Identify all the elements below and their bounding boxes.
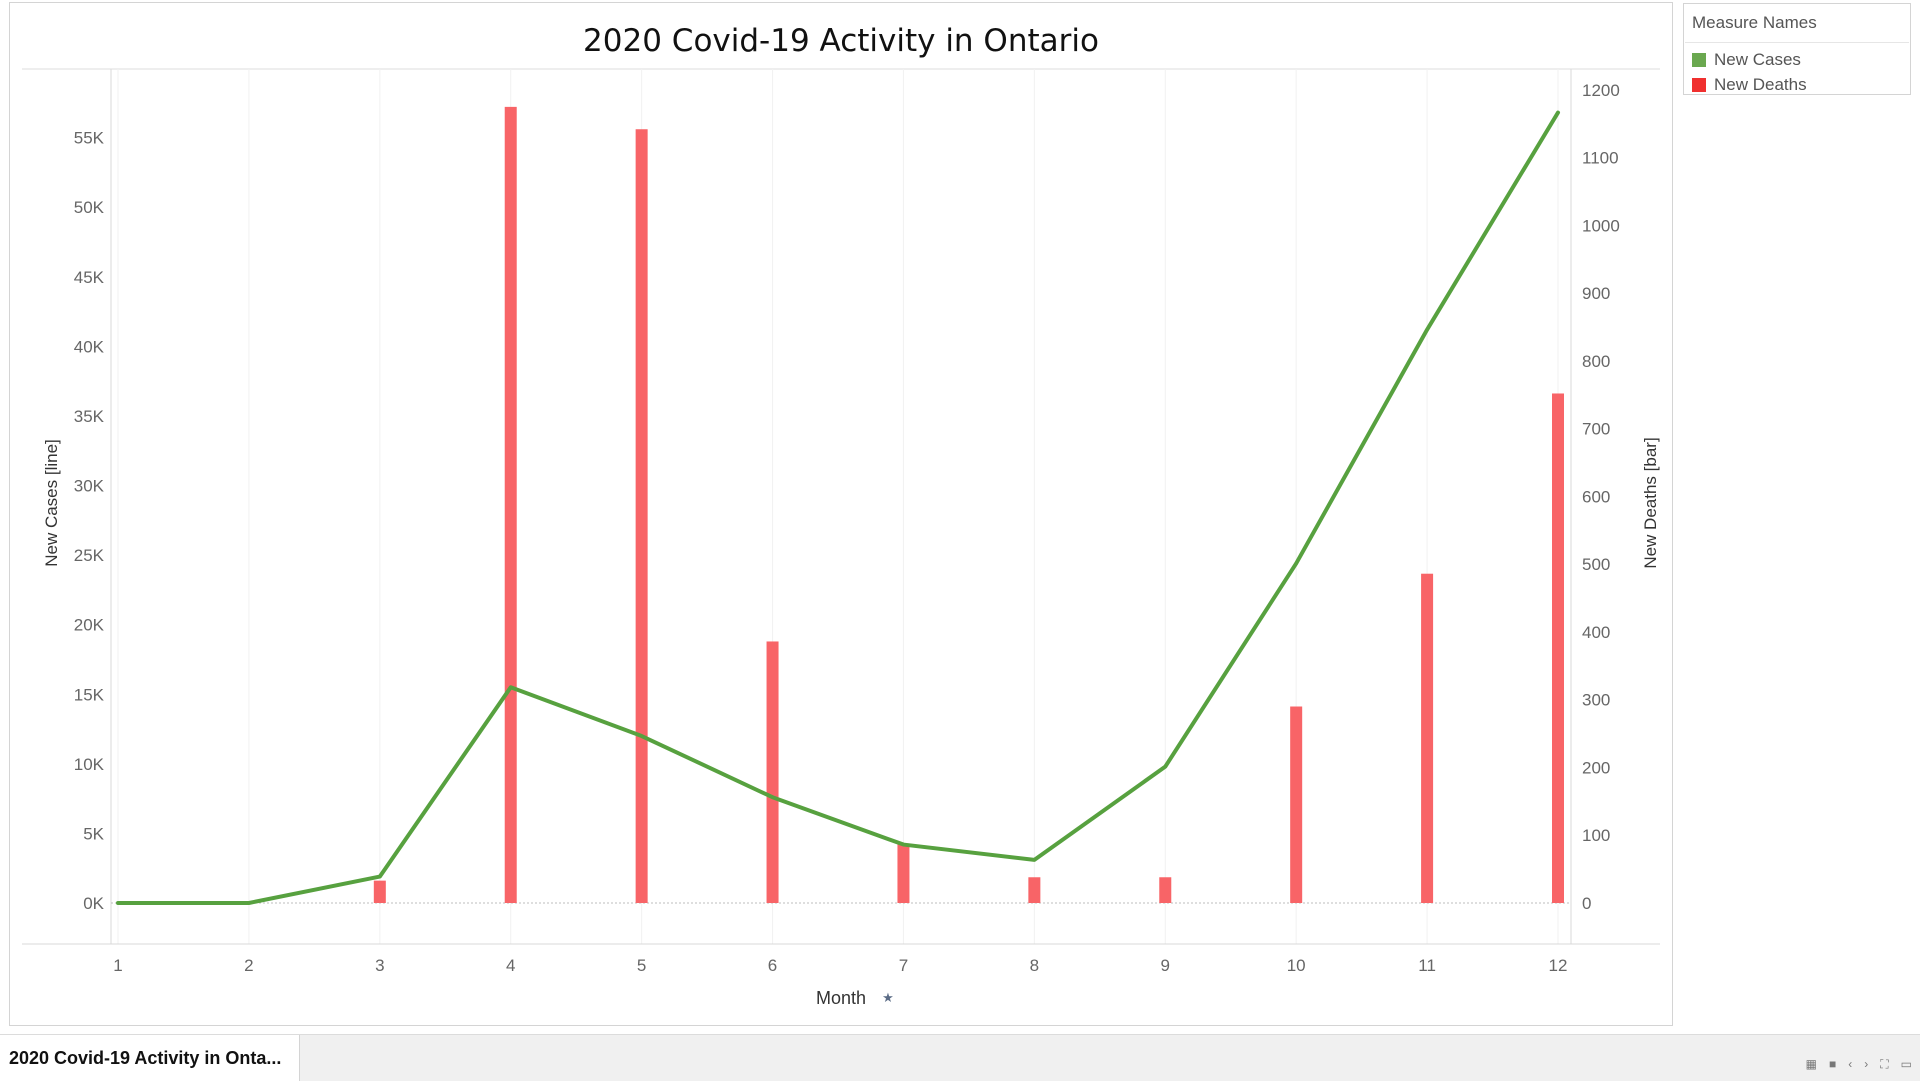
- x-tick-label: 8: [1030, 956, 1039, 975]
- legend-swatch-new-deaths: [1692, 78, 1706, 92]
- y-left-tick-label: 20K: [74, 616, 105, 635]
- y-right-axis-title: New Deaths [bar]: [1641, 437, 1660, 568]
- x-tick-label: 6: [768, 956, 777, 975]
- y-right-tick-label: 600: [1582, 487, 1610, 506]
- y-right-tick-label: 800: [1582, 352, 1610, 371]
- y-left-tick-label: 25K: [74, 546, 105, 565]
- y-left-tick-label: 5K: [83, 824, 104, 843]
- legend-label-new-cases: New Cases: [1714, 50, 1801, 69]
- legend-item-new-deaths[interactable]: New Deaths: [1692, 74, 1807, 96]
- y-left-tick-label: 55K: [74, 129, 105, 148]
- pin-icon: ★: [882, 990, 894, 1005]
- point-new-cases: [901, 843, 905, 847]
- legend-swatch-new-cases: [1692, 53, 1706, 67]
- bar-new-deaths: [1552, 393, 1564, 903]
- y-right-tick-label: 400: [1582, 623, 1610, 642]
- y-right-tick-label: 200: [1582, 758, 1610, 777]
- point-new-cases: [247, 901, 251, 905]
- y-left-tick-label: 10K: [74, 755, 105, 774]
- x-tick-label: 10: [1287, 956, 1306, 975]
- x-tick-label: 11: [1418, 956, 1436, 975]
- x-tick-label: 1: [113, 956, 122, 975]
- y-right-tick-label: 900: [1582, 284, 1610, 303]
- next-icon[interactable]: ›: [1864, 1057, 1869, 1071]
- point-new-cases: [1294, 561, 1298, 565]
- y-right-tick-label: 500: [1582, 555, 1610, 574]
- single-view-icon[interactable]: ■: [1829, 1057, 1837, 1071]
- sheet-tab[interactable]: 2020 Covid-19 Activity in Onta...: [0, 1035, 300, 1081]
- bar-new-deaths: [504, 106, 517, 903]
- bar-new-deaths: [897, 844, 910, 903]
- bar-new-deaths: [1028, 877, 1041, 903]
- y-left-tick-label: 30K: [74, 477, 105, 496]
- y-right-tick-label: 1200: [1582, 81, 1620, 100]
- combo-chart[interactable]: 2020 Covid-19 Activity in Ontario 0K 5K 10K…: [10, 3, 1672, 1025]
- point-new-cases: [640, 734, 644, 738]
- bar-new-deaths: [1421, 573, 1434, 903]
- y-right-tick-label: 1100: [1582, 149, 1619, 168]
- bar-new-deaths: [1290, 706, 1303, 903]
- legend-title: Measure Names: [1692, 13, 1817, 32]
- x-tick-label: 7: [899, 956, 908, 975]
- point-new-cases: [378, 875, 382, 879]
- legend-label-new-deaths: New Deaths: [1714, 75, 1807, 94]
- x-tick-label: 3: [375, 956, 384, 975]
- x-tick-label: 5: [637, 956, 646, 975]
- chart-frame: 2020 Covid-19 Activity in Ontario 0K 5K 10K…: [9, 2, 1673, 1026]
- sheet-tab-bar: 2020 Covid-19 Activity in Onta... ▦ ■ ‹ …: [0, 1034, 1920, 1081]
- point-new-cases: [1163, 765, 1167, 769]
- y-right-tick-label: 700: [1582, 420, 1610, 439]
- bar-new-deaths: [766, 641, 779, 903]
- chart-title: 2020 Covid-19 Activity in Ontario: [583, 23, 1099, 59]
- x-tick-label: 2: [244, 956, 253, 975]
- y-right-tick-label: 100: [1582, 826, 1610, 845]
- y-right-tick-label: 300: [1582, 691, 1610, 710]
- point-new-cases: [771, 795, 775, 799]
- y-left-axis-title: New Cases [line]: [42, 439, 61, 567]
- present-icon[interactable]: ▭: [1900, 1057, 1912, 1071]
- prev-icon[interactable]: ‹: [1848, 1057, 1853, 1071]
- y-right-tick-label: 1000: [1582, 216, 1620, 235]
- y-left-tick-label: 35K: [74, 407, 105, 426]
- point-new-cases: [1556, 111, 1560, 115]
- grid-view-icon[interactable]: ▦: [1805, 1057, 1817, 1071]
- legend-item-new-cases[interactable]: New Cases: [1692, 49, 1801, 71]
- bar-new-deaths: [1159, 877, 1172, 903]
- point-new-cases: [116, 901, 120, 905]
- sheet-nav-controls: ▦ ■ ‹ › ⛶ ▭: [1806, 1057, 1912, 1071]
- legend[interactable]: Measure Names New Cases New Deaths: [1683, 3, 1911, 95]
- x-tick-label: 12: [1549, 956, 1568, 975]
- x-axis-title: Month: [816, 988, 866, 1008]
- y-left-tick-label: 15K: [74, 685, 105, 704]
- point-new-cases: [1032, 858, 1036, 862]
- y-right-tick-label: 0: [1582, 894, 1591, 913]
- point-new-cases: [1425, 328, 1429, 332]
- bar-new-deaths: [635, 129, 648, 903]
- point-new-cases: [509, 685, 513, 689]
- y-left-tick-label: 45K: [74, 268, 105, 287]
- y-left-tick-label: 0K: [83, 894, 104, 913]
- x-tick-label: 4: [506, 956, 515, 975]
- line-new-cases: [116, 110, 1560, 905]
- x-tick-label: 9: [1161, 956, 1170, 975]
- bar-new-deaths: [373, 880, 386, 903]
- legend-divider: [1685, 42, 1909, 43]
- y-left-tick-label: 50K: [74, 198, 105, 217]
- fullscreen-icon[interactable]: ⛶: [1880, 1057, 1889, 1071]
- y-left-tick-label: 40K: [74, 337, 105, 356]
